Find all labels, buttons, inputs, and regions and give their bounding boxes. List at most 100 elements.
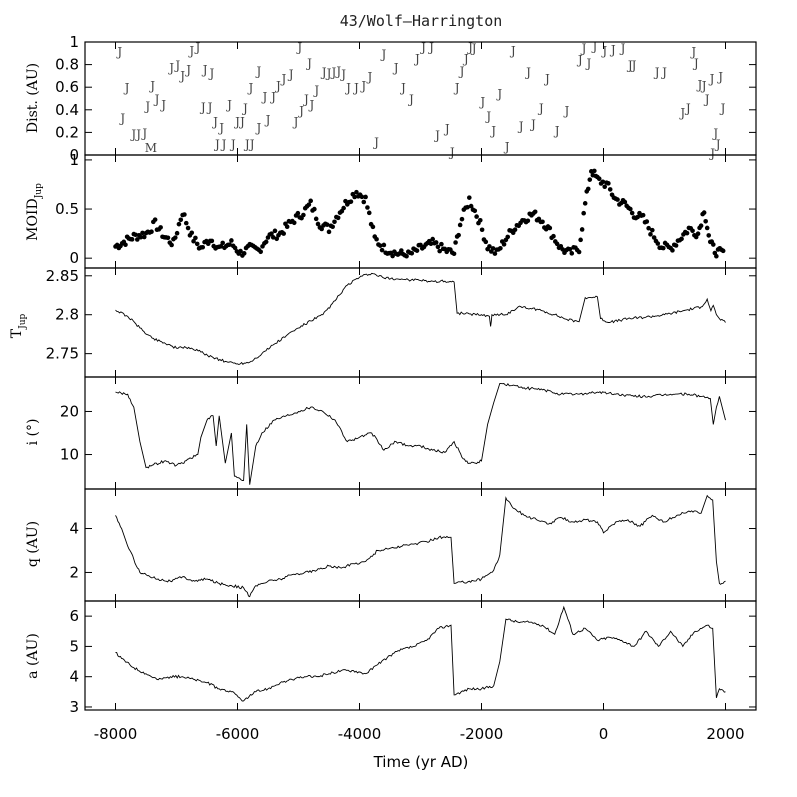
moid-point: [540, 219, 545, 225]
moid-point: [490, 246, 496, 251]
panel-moid-ytick-label: 0: [69, 249, 79, 267]
panel-moid-ylabel: MOIDJup: [25, 183, 44, 241]
moid-point: [501, 242, 507, 247]
moid-point: [390, 253, 395, 259]
encounter-marker: J: [553, 124, 560, 138]
panel-tjup-ytick-label: 2.75: [46, 345, 79, 363]
encounter-marker: J: [123, 81, 130, 95]
panel-q-ylabel: q (AU): [25, 521, 41, 567]
moid-point: [312, 206, 317, 212]
encounter-marker: J: [495, 87, 502, 101]
panel-inc-frame: [84, 376, 757, 490]
encounter-marker: J: [630, 59, 637, 73]
panel-inc-marks: [115, 383, 726, 485]
moid-point: [459, 216, 465, 222]
encounter-marker: J: [140, 126, 147, 140]
encounter-marker: J: [213, 138, 220, 152]
encounter-marker: J: [173, 59, 180, 73]
moid-point: [377, 243, 383, 248]
encounter-marker: J: [302, 93, 309, 107]
moid-point: [474, 214, 479, 219]
encounter-marker: J: [600, 44, 607, 58]
panel-dist-ytick-label: 0.6: [55, 78, 79, 96]
panel-tjup-ylabel: TJup: [9, 314, 28, 339]
moid-point: [587, 177, 593, 182]
moid-point: [650, 227, 655, 233]
moid-point: [551, 233, 556, 239]
moid-point: [241, 251, 247, 256]
panel-q-frame: [84, 488, 757, 602]
encounter-marker: J: [708, 72, 715, 86]
moid-point: [332, 219, 337, 225]
encounter-marker: J: [279, 72, 286, 86]
panel-tjup-marks: [115, 272, 726, 365]
moid-point: [352, 194, 357, 200]
encounter-marker: J: [466, 41, 473, 55]
encounter-marker: J: [703, 93, 710, 107]
encounter-marker: J: [443, 122, 450, 136]
encounter-marker: J: [619, 42, 626, 56]
panel-inc-series-line: [115, 383, 726, 485]
encounter-marker: J: [201, 63, 208, 77]
moid-point: [149, 229, 154, 234]
moid-point: [238, 248, 243, 254]
moid-point: [698, 223, 704, 229]
moid-point: [525, 218, 531, 224]
panel-a-ylabel: a (AU): [25, 633, 41, 679]
encounter-marker: J: [134, 128, 141, 142]
moid-point: [711, 242, 716, 247]
encounter-marker: J: [295, 41, 302, 55]
encounter-marker: J: [517, 120, 524, 134]
panel-inc-axes: 10 20: [60, 376, 757, 490]
moid-point: [592, 168, 597, 174]
moid-point: [465, 204, 470, 210]
panel-a-ytick-label: 6: [69, 607, 79, 625]
encounter-marker: J: [207, 67, 214, 81]
moid-point: [435, 244, 441, 250]
panel-moid-ytick-label: 0.5: [55, 200, 79, 218]
moid-point: [152, 217, 158, 222]
encounter-marker: J: [392, 61, 399, 75]
moid-point: [596, 176, 602, 182]
moid-point: [220, 240, 225, 246]
moid-point: [679, 236, 684, 242]
encounter-marker: J: [711, 126, 718, 140]
moid-point: [433, 240, 439, 245]
panel-tjup-ylabel-sub: Jup: [18, 314, 28, 330]
moid-point: [547, 225, 553, 231]
moid-point: [182, 212, 187, 217]
panel-q-marks: [115, 494, 726, 598]
moid-point: [456, 232, 461, 238]
encounter-marker: J: [325, 67, 332, 81]
moid-point: [567, 246, 573, 252]
moid-point: [381, 242, 387, 248]
moid-point: [361, 199, 367, 205]
moid-point: [258, 249, 263, 255]
moid-point: [554, 241, 560, 247]
encounter-marker: J: [344, 81, 351, 95]
moid-point: [468, 203, 474, 209]
moid-point: [640, 212, 646, 218]
encounter-marker: J: [238, 115, 245, 129]
moid-point: [140, 230, 145, 236]
moid-point: [451, 251, 457, 257]
encounter-marker: J: [372, 135, 379, 149]
panel-tjup-ytick-label: 2.8: [55, 306, 79, 324]
moid-point: [703, 218, 708, 224]
moid-point: [308, 198, 314, 204]
encounter-marker: J: [352, 81, 359, 95]
encounter-marker: J: [308, 98, 315, 112]
moid-point: [615, 197, 620, 202]
moid-point: [306, 202, 312, 207]
encounter-marker: J: [217, 121, 224, 135]
x-tick-label: 2000: [706, 725, 744, 743]
encounter-marker: M: [145, 141, 157, 155]
moid-point: [690, 228, 695, 234]
encounter-marker: J: [543, 72, 550, 86]
encounter-marker: J: [689, 45, 696, 59]
moid-point: [581, 210, 586, 216]
moid-point: [363, 194, 368, 200]
encounter-marker: J: [419, 41, 426, 55]
encounter-marker: J: [626, 59, 633, 73]
